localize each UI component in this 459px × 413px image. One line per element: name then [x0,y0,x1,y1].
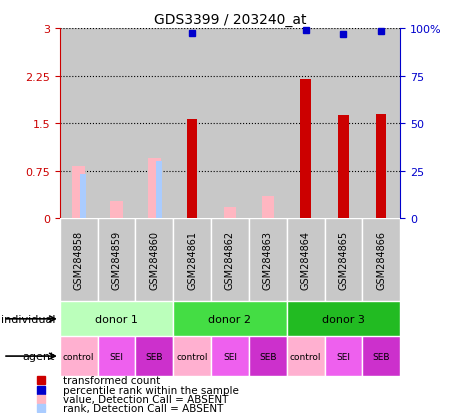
Bar [211,219,248,301]
Text: control: control [176,352,207,361]
Bar [261,197,274,219]
Text: SEB: SEB [372,352,389,361]
Text: SEI: SEI [109,352,123,361]
Text: SEI: SEI [336,352,350,361]
Bar [60,29,97,219]
Bar [186,119,197,219]
Text: control: control [289,352,321,361]
Bar [286,219,324,301]
Bar [286,301,399,337]
Bar [60,337,97,376]
Bar [110,201,123,219]
Text: GSM284864: GSM284864 [300,231,310,290]
Bar [362,219,399,301]
Bar [362,337,399,376]
Bar [173,219,211,301]
Text: GSM284865: GSM284865 [338,231,348,290]
Bar [375,114,386,219]
Bar [80,175,86,219]
Bar [362,29,399,219]
Bar [135,219,173,301]
Text: GSM284858: GSM284858 [73,231,84,290]
Bar [337,116,348,219]
Text: GSM284863: GSM284863 [262,231,272,290]
Bar [324,29,362,219]
Bar [286,337,324,376]
Text: GSM284862: GSM284862 [224,231,235,290]
Bar [60,301,173,337]
Text: GSM284859: GSM284859 [111,231,121,290]
Bar [97,337,135,376]
Bar [211,29,248,219]
Text: donor 3: donor 3 [321,314,364,324]
Bar [156,162,162,219]
Text: transformed count: transformed count [63,375,160,385]
Bar [324,337,362,376]
Bar [248,337,286,376]
Bar [73,167,85,219]
Text: value, Detection Call = ABSENT: value, Detection Call = ABSENT [63,394,228,404]
Bar [173,29,211,219]
Text: GSM284861: GSM284861 [187,231,197,290]
Text: donor 2: donor 2 [208,314,251,324]
Bar [135,29,173,219]
Text: donor 1: donor 1 [95,314,138,324]
Bar [173,337,211,376]
Bar [97,29,135,219]
Text: agent: agent [23,351,55,361]
Text: GSM284866: GSM284866 [375,231,386,290]
Text: SEI: SEI [223,352,236,361]
Title: GDS3399 / 203240_at: GDS3399 / 203240_at [153,12,306,26]
Text: SEB: SEB [258,352,276,361]
Bar [97,219,135,301]
Bar [60,219,97,301]
Bar [286,29,324,219]
Bar [300,80,310,219]
Bar [173,301,286,337]
Text: GSM284860: GSM284860 [149,231,159,290]
Text: SEB: SEB [146,352,163,361]
Text: individual: individual [1,314,55,324]
Bar [148,159,160,219]
Bar [223,207,236,219]
Bar [248,29,286,219]
Bar [324,219,362,301]
Text: rank, Detection Call = ABSENT: rank, Detection Call = ABSENT [63,404,223,413]
Bar [248,219,286,301]
Text: control: control [63,352,94,361]
Text: percentile rank within the sample: percentile rank within the sample [63,385,239,395]
Bar [211,337,248,376]
Bar [135,337,173,376]
